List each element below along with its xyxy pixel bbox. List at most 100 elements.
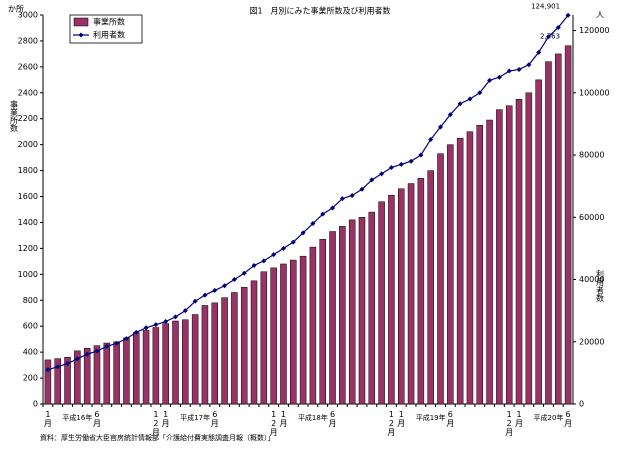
line-marker (408, 158, 414, 164)
y2-tick-label: 0 (579, 400, 584, 409)
bar (564, 45, 572, 405)
x-tick-label: 6月 (92, 410, 101, 428)
x-tick-label: 12月 (387, 410, 396, 437)
y2-tick-label: 60000 (579, 213, 604, 222)
y-axis-title: 事業所数 (10, 99, 19, 133)
y-tick-label: 800 (23, 296, 38, 305)
line-marker (173, 314, 178, 320)
y-tick-label: 1200 (18, 244, 38, 253)
line-marker (516, 66, 522, 72)
line-marker (192, 298, 198, 304)
legend-swatch (73, 17, 89, 27)
bar (368, 211, 376, 405)
line (47, 14, 569, 371)
line-marker (114, 340, 120, 346)
bar (240, 287, 248, 405)
bar (290, 259, 297, 405)
line-marker (280, 245, 286, 251)
x-tick-label: 1月 (43, 410, 52, 428)
bar (555, 53, 562, 405)
line-marker (143, 325, 149, 331)
line-marker (349, 192, 355, 198)
year-label: 平成20年 (534, 413, 564, 422)
line-marker (398, 161, 404, 167)
line-marker (212, 287, 218, 293)
year-label: 平成17年 (180, 413, 210, 422)
bar (280, 263, 287, 405)
bar (496, 109, 503, 405)
x-tick-label: 1月 (279, 410, 288, 428)
line-marker (418, 152, 424, 158)
line-marker (339, 196, 345, 202)
line-marker (438, 124, 443, 130)
y-tick-label: 1800 (18, 166, 38, 175)
bar (44, 359, 52, 405)
bar (397, 188, 405, 405)
line-marker (565, 12, 571, 18)
line-marker (55, 364, 61, 370)
bar (535, 79, 542, 405)
line-marker (261, 258, 267, 264)
line-marker (506, 68, 512, 74)
bar (525, 92, 533, 405)
line-marker (241, 270, 247, 276)
bar (437, 153, 444, 405)
bar (191, 314, 199, 405)
y2-unit: 人 (596, 11, 604, 20)
y-tick-label: 2400 (18, 88, 38, 97)
bar (348, 219, 356, 405)
line-marker (104, 343, 110, 349)
x-tick-label: 12月 (505, 410, 514, 437)
x-tick-label: 6月 (564, 410, 573, 428)
x-tick-label: 6月 (328, 410, 337, 428)
line-marker (222, 283, 228, 289)
y-tick-label: 2600 (18, 62, 38, 71)
line-marker (526, 62, 532, 68)
bar (388, 194, 395, 405)
bar (319, 239, 326, 405)
bar (172, 320, 179, 405)
y-tick-label: 2800 (18, 36, 38, 45)
bar (339, 226, 346, 405)
line-marker (467, 96, 473, 102)
line-marker (271, 252, 277, 258)
y-tick-label: 400 (23, 348, 38, 357)
line-marker (300, 230, 306, 236)
bar (142, 329, 150, 405)
y2-tick-label: 80000 (579, 151, 604, 160)
y-tick-label: 3000 (18, 11, 38, 20)
bar (447, 144, 454, 405)
bar (329, 231, 336, 405)
y-unit: か所 (8, 4, 24, 14)
chart-title: 図1 月別にみた事業所数及び利用者数 (249, 6, 390, 16)
bar (250, 280, 258, 405)
bar (407, 183, 415, 405)
y-tick-label: 1000 (18, 270, 38, 279)
line-marker (457, 101, 463, 107)
y-tick-label: 1400 (18, 218, 38, 227)
line-marker (74, 356, 80, 362)
line-marker (182, 308, 188, 314)
y2-tick-label: 20000 (579, 337, 604, 346)
bar (486, 119, 493, 405)
bar (93, 345, 101, 405)
x-tick-label: 1月 (161, 410, 170, 428)
bar (358, 217, 366, 405)
line-marker (428, 136, 434, 142)
x-tick-label: 12月 (151, 410, 160, 437)
line-marker (388, 164, 394, 170)
bar (476, 124, 484, 405)
x-tick-label: 6月 (446, 410, 455, 428)
bar (456, 137, 464, 405)
line-marker (133, 329, 139, 335)
line-marker (251, 263, 257, 269)
bar (83, 347, 91, 405)
line-marker (202, 292, 208, 298)
year-label: 平成16年 (62, 413, 92, 422)
legend-label: 利用者数 (93, 30, 125, 40)
line-marker (84, 351, 90, 357)
bar (162, 323, 169, 405)
line-marker (379, 171, 385, 177)
bar (152, 327, 160, 405)
bar (54, 358, 61, 405)
